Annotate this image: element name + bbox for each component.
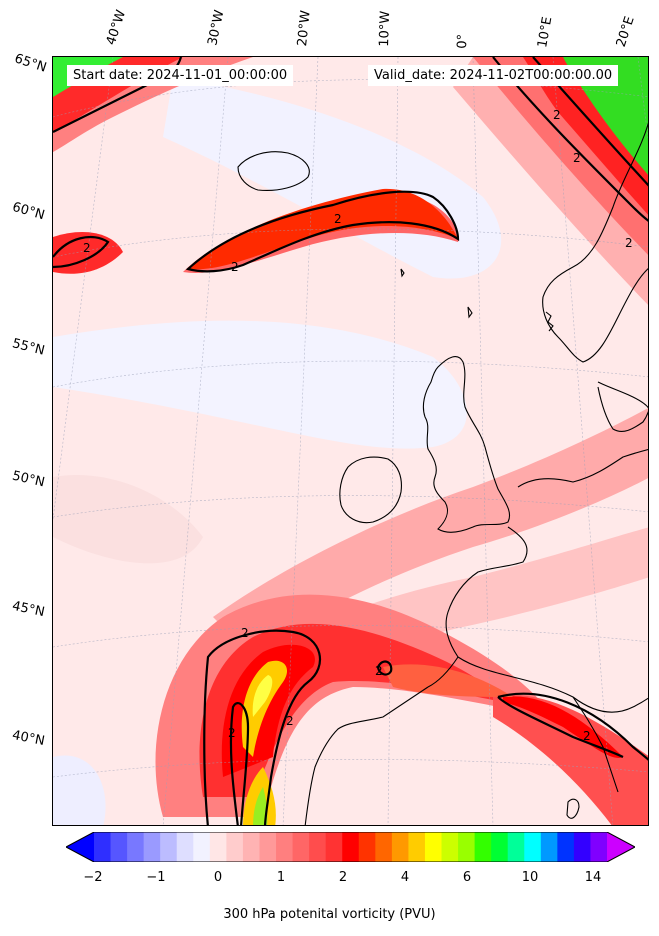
colorbar-swatch xyxy=(424,832,443,862)
colorbar-swatch xyxy=(358,832,376,862)
colorbar-swatch xyxy=(127,832,145,862)
colorbar-swatch xyxy=(242,832,261,862)
colorbar-swatch xyxy=(209,832,227,862)
colorbar-swatch xyxy=(524,832,542,862)
lon-label-20e: 20°E xyxy=(613,14,638,50)
colorbar-swatch xyxy=(590,832,608,862)
contour-label: 2 xyxy=(573,151,581,165)
lat-label-50n: 50°N xyxy=(10,468,47,491)
colorbar-swatch xyxy=(176,832,194,862)
lon-label-0: 0° xyxy=(455,33,471,49)
colorbar-tick-label: 4 xyxy=(400,870,410,885)
colorbar-swatch xyxy=(491,832,509,862)
colorbar-tick-label: −2 xyxy=(83,870,103,885)
contour-label: 2 xyxy=(83,241,91,255)
colorbar-swatch xyxy=(226,832,244,862)
colorbar-swatch xyxy=(309,832,327,862)
contour-label: 2 xyxy=(583,729,591,743)
colorbar-tick-label: −1 xyxy=(146,870,166,885)
valid-date-label: Valid_date: 2024-11-02T00:00:00.00 xyxy=(368,65,619,86)
colorbar xyxy=(66,832,635,862)
contour-label: 2 xyxy=(334,212,342,226)
contour-label: 2 xyxy=(625,236,633,250)
colorbar-swatch xyxy=(474,832,492,862)
lat-label-60n: 60°N xyxy=(10,199,47,224)
colorbar-swatch xyxy=(342,832,360,862)
contour-label: 2 xyxy=(241,626,249,640)
lon-label-10e: 10°E xyxy=(535,15,556,49)
pv-field: 2 2 2 2 2 2 2 2 2 2 2 2 xyxy=(53,57,648,825)
colorbar-tick-label: 0 xyxy=(213,870,223,885)
lon-label-10w: 10°W xyxy=(377,10,394,47)
colorbar-swatch xyxy=(441,832,459,862)
colorbar-swatch xyxy=(160,832,178,862)
lat-label-55n: 55°N xyxy=(10,336,47,359)
lon-label-30w: 30°W xyxy=(205,8,228,47)
lon-label-40w: 40°W xyxy=(103,8,130,47)
colorbar-swatch xyxy=(540,832,558,862)
contour-label: 2 xyxy=(231,260,239,274)
colorbar-tick-label: 10 xyxy=(521,870,539,885)
colorbar-swatch xyxy=(276,832,294,862)
colorbar-swatch xyxy=(110,832,128,862)
colorbar-tick-label: 6 xyxy=(462,870,472,885)
colorbar-tick-label: 2 xyxy=(338,870,348,885)
colorbar-swatch xyxy=(259,832,277,862)
colorbar-swatch xyxy=(458,832,476,862)
colorbar-swatch xyxy=(507,832,525,862)
colorbar-swatch xyxy=(408,832,426,862)
colorbar-swatch xyxy=(94,832,112,862)
colorbar-tick-label: 14 xyxy=(584,870,602,885)
colorbar-swatch xyxy=(391,832,410,862)
colorbar-swatch xyxy=(193,832,211,862)
colorbar-label: 300 hPa potenital vorticity (PVU) xyxy=(223,907,436,922)
contour-label: 2 xyxy=(553,108,561,122)
colorbar-extend-max xyxy=(607,832,635,862)
colorbar-swatch xyxy=(143,832,161,862)
colorbar-swatch xyxy=(375,832,393,862)
contour-label: 2 xyxy=(375,664,383,678)
colorbar-extend-min xyxy=(66,832,94,862)
colorbar-swatch xyxy=(325,832,343,862)
colorbar-tick-label: 1 xyxy=(276,870,286,885)
colorbar-swatch xyxy=(557,832,575,862)
colorbar-swatch xyxy=(573,832,592,862)
colorbar-swatch xyxy=(292,832,310,862)
pv-map: 2 2 2 2 2 2 2 2 2 2 2 2 xyxy=(52,56,649,826)
lat-label-45n: 45°N xyxy=(10,598,46,621)
contour-label: 2 xyxy=(286,714,294,728)
lon-label-20w: 20°W xyxy=(295,9,314,48)
lat-label-40n: 40°N xyxy=(10,728,46,749)
start-date-label: Start date: 2024-11-01_00:00:00 xyxy=(67,65,294,86)
contour-label: 2 xyxy=(228,726,236,740)
lat-label-65n: 65°N xyxy=(12,51,49,76)
